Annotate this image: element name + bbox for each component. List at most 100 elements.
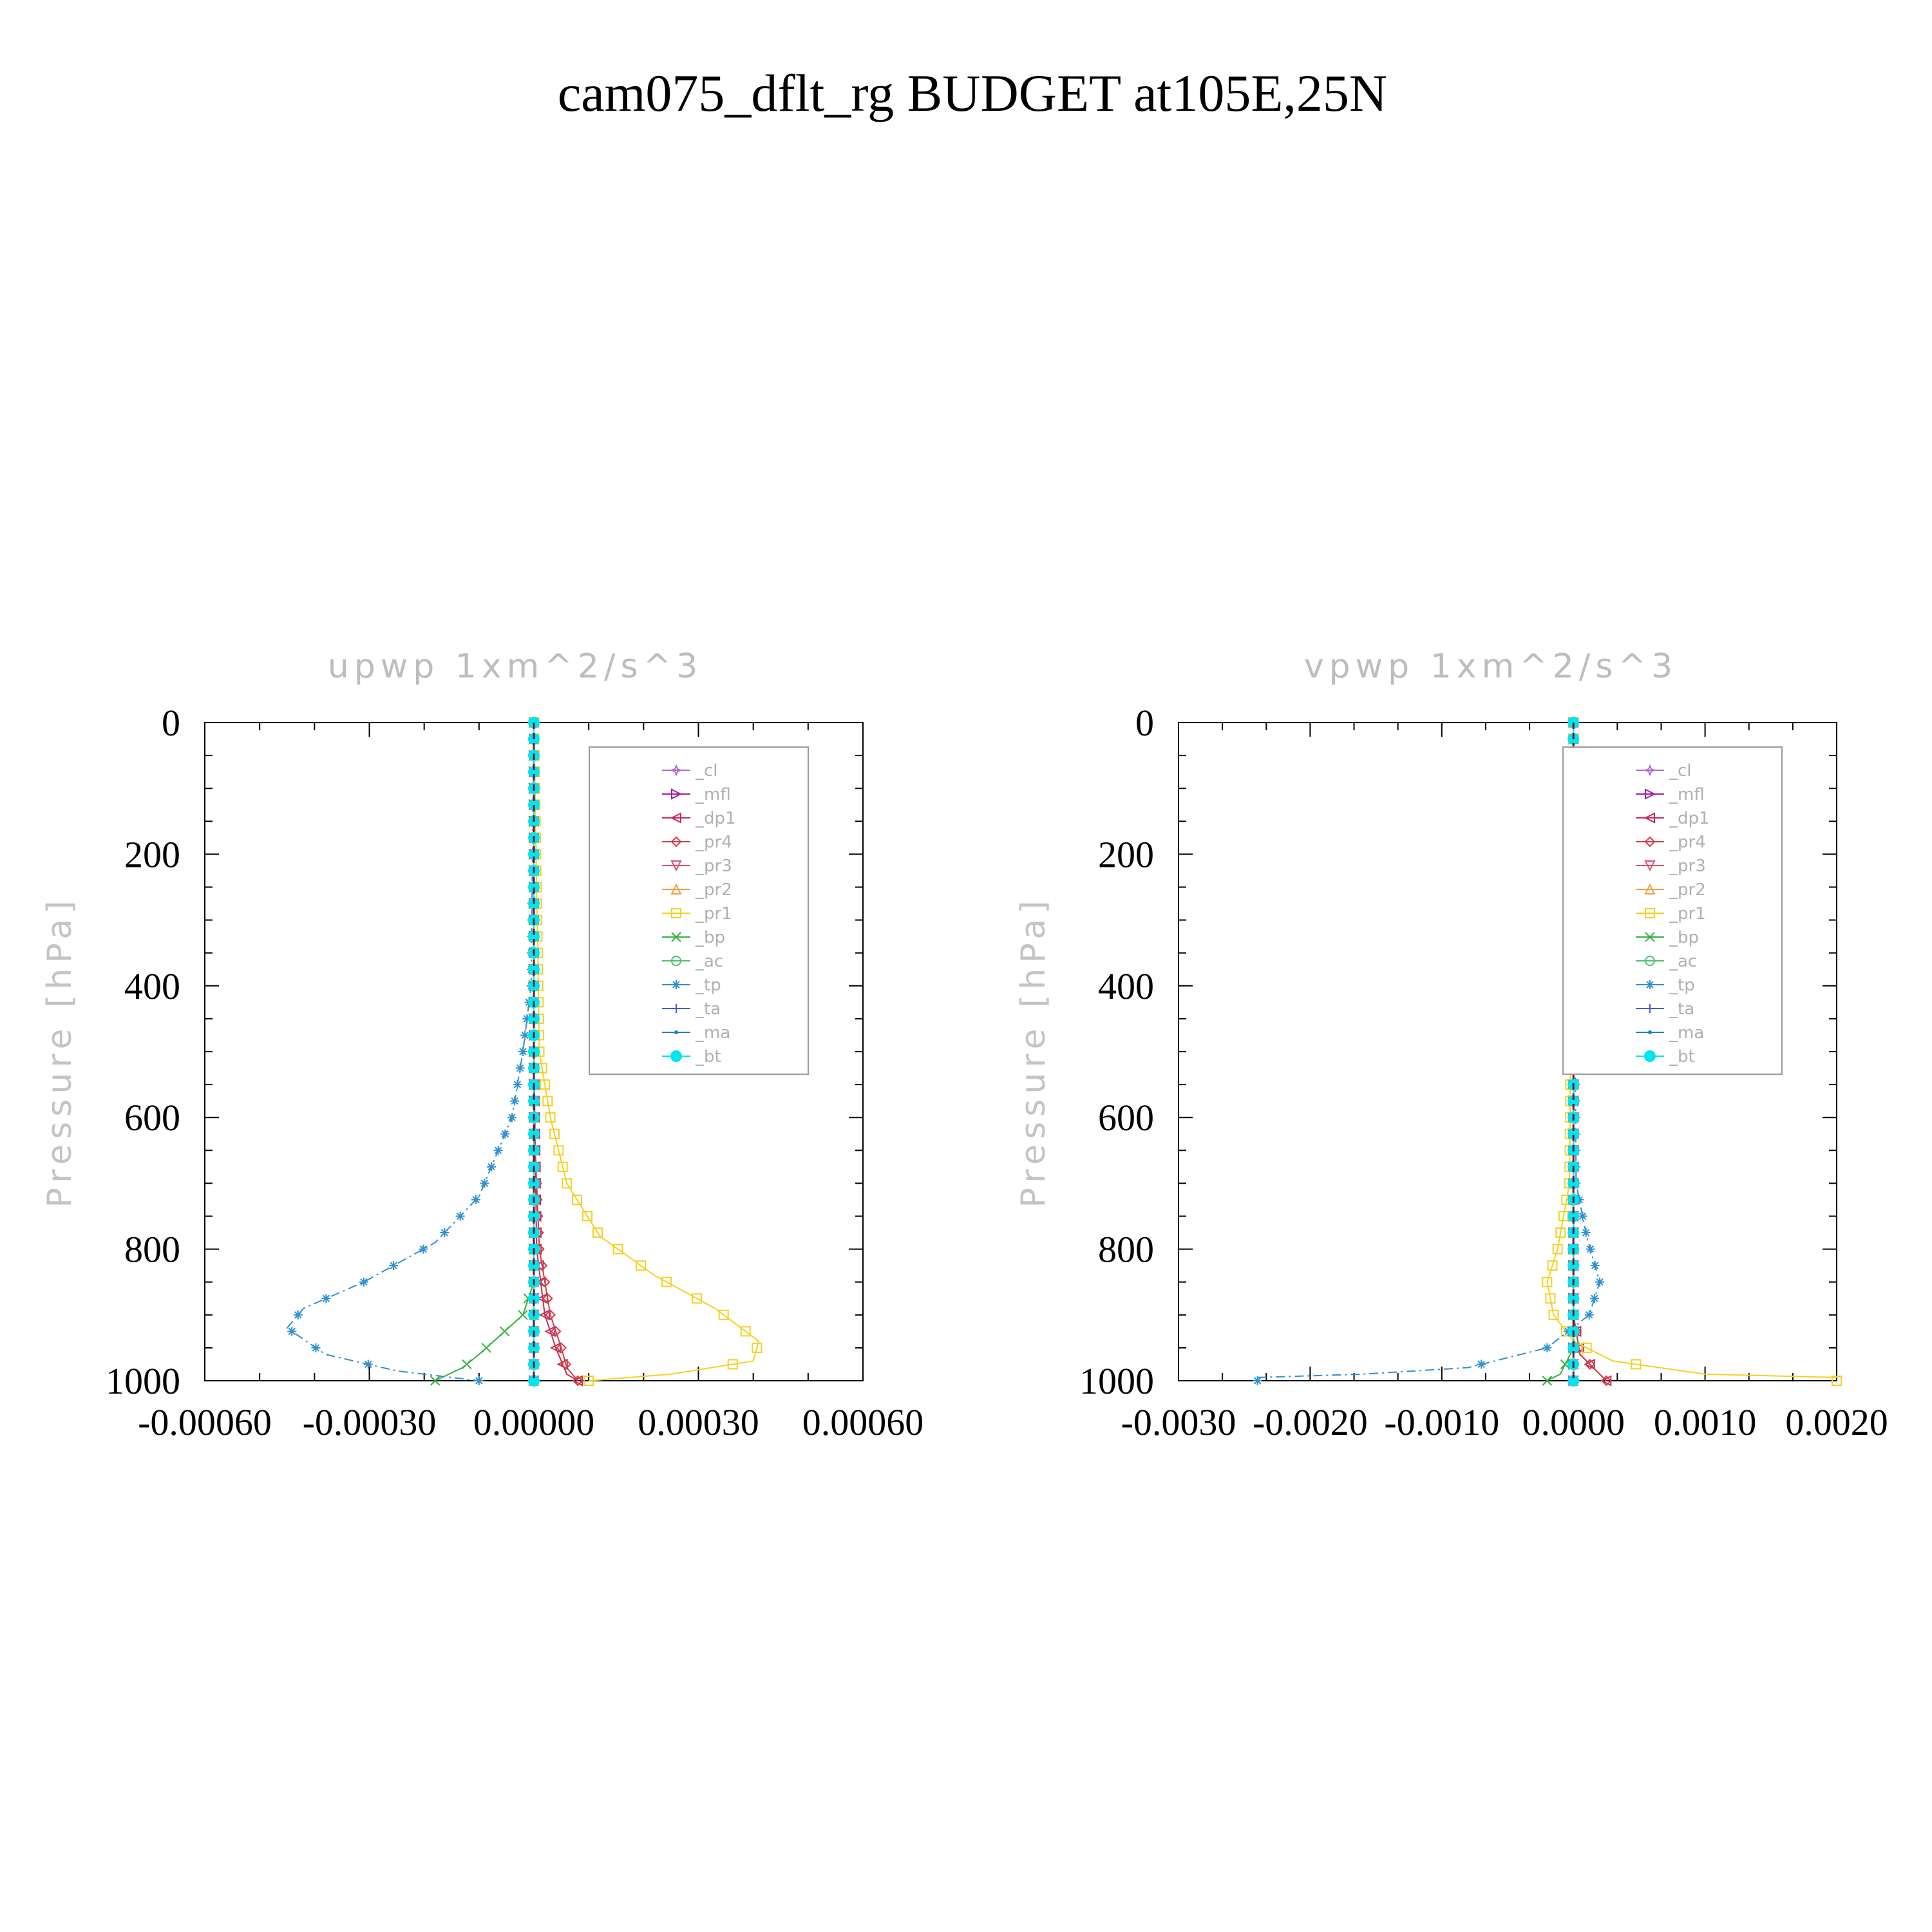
- data-point: [522, 1014, 532, 1023]
- y-tick-label: 400: [1098, 965, 1154, 1007]
- data-point: [553, 1145, 564, 1156]
- series-tp: [286, 718, 538, 1385]
- legend-item: _ac: [1636, 952, 1697, 971]
- legend-label: _cl: [1669, 761, 1692, 781]
- series-line: [286, 722, 535, 1381]
- legend-item: _cl: [662, 761, 718, 781]
- data-point: [540, 1079, 551, 1090]
- legend-label: _pr3: [1669, 857, 1706, 876]
- data-point: [1567, 1095, 1580, 1107]
- series-line: [1546, 722, 1837, 1378]
- data-point: [1548, 1309, 1559, 1320]
- legend-item: _ta: [1636, 999, 1694, 1019]
- legend: _cl _mfl _dp1 _pr4 _pr3 _pr2 _pr1 _bp _ac _tp _ta _…: [1562, 746, 1783, 1075]
- legend-marker: [1643, 764, 1656, 777]
- legend-item: _mfl: [662, 785, 731, 804]
- data-point: [455, 1211, 465, 1221]
- upwp-panel: upwp 1xm^2/s^3 Pressure [hPa] 0 200 400 600 80…: [41, 647, 923, 1443]
- legend-label: _dp1: [695, 809, 736, 828]
- x-tick-label: 0.00060: [802, 1401, 924, 1443]
- x-tick-label: 0.0020: [1785, 1401, 1888, 1443]
- legend-item: _mfl: [1636, 785, 1705, 804]
- data-point: [471, 1195, 480, 1204]
- data-point: [542, 1095, 553, 1106]
- y-tick-label: 1000: [106, 1360, 180, 1402]
- data-point: [1600, 1375, 1612, 1387]
- data-point: [528, 1210, 540, 1222]
- legend-item: _dp1: [662, 809, 736, 828]
- legend-item: _pr4: [662, 833, 732, 852]
- data-point: [528, 848, 540, 860]
- legend-item: _dp1: [1636, 809, 1710, 828]
- data-point: [1555, 1227, 1566, 1238]
- legend-marker: [1644, 860, 1656, 872]
- legend-marker: [1644, 883, 1656, 895]
- legend-item: _tp: [662, 976, 721, 995]
- y-tick-label: 1000: [1079, 1360, 1154, 1402]
- legend-box: [1562, 746, 1783, 1075]
- legend-label: _pr2: [1669, 880, 1706, 900]
- data-point: [1545, 1293, 1556, 1304]
- legend-marker: [1645, 956, 1655, 966]
- data-point: [528, 1341, 540, 1354]
- data-point: [528, 1177, 540, 1189]
- legend-item: _tp: [1636, 976, 1695, 995]
- data-point: [718, 1309, 729, 1320]
- data-point: [528, 766, 540, 778]
- data-point: [461, 1359, 472, 1370]
- legend-box: [589, 746, 809, 1075]
- data-point: [1547, 1260, 1558, 1271]
- data-point: [636, 1260, 647, 1271]
- legend-item: _bp: [662, 928, 725, 947]
- data-point: [528, 1012, 540, 1025]
- data-point: [1542, 1376, 1553, 1386]
- data-point: [419, 1244, 428, 1254]
- legend-marker: [670, 812, 681, 824]
- data-point: [528, 799, 540, 811]
- y-ticks: [1179, 722, 1837, 1381]
- data-point: [545, 1112, 556, 1123]
- legend-label: _ma: [1669, 1023, 1704, 1043]
- legend-marker: [1645, 980, 1654, 989]
- data-point: [493, 1146, 503, 1155]
- series-line: [533, 722, 760, 1381]
- legend-marker: [671, 932, 681, 942]
- data-point: [1832, 1376, 1842, 1386]
- y-tick-label: 600: [1098, 1097, 1154, 1139]
- x-tick-label: 0.00000: [473, 1401, 595, 1443]
- data-point: [1595, 1277, 1605, 1287]
- data-point: [440, 1228, 450, 1238]
- x-tick-label: -0.00030: [303, 1401, 437, 1443]
- data-point: [740, 1326, 751, 1337]
- data-point: [544, 1325, 556, 1337]
- data-point: [583, 1376, 594, 1386]
- legend-label: _pr3: [695, 857, 732, 876]
- data-point: [528, 1128, 540, 1140]
- data-point: [500, 1129, 510, 1139]
- data-point: [474, 1376, 484, 1385]
- data-point: [518, 1047, 527, 1056]
- y-tick-label: 400: [124, 965, 180, 1007]
- data-point: [1575, 1195, 1584, 1204]
- data-point: [528, 1375, 540, 1387]
- data-point: [1542, 1276, 1553, 1287]
- legend-label: _dp1: [1669, 809, 1710, 828]
- y-tick-label: 600: [124, 1097, 180, 1139]
- legend-marker: [1648, 1030, 1652, 1034]
- legend-label: _tp: [1669, 976, 1695, 995]
- data-point: [612, 1244, 623, 1255]
- y-tick-label: 200: [124, 833, 180, 875]
- legend-marker: [670, 1050, 682, 1062]
- legend-item: _ac: [662, 952, 723, 971]
- data-point: [1542, 1343, 1552, 1352]
- legend-marker: [1645, 908, 1655, 918]
- legend-marker: [1645, 788, 1656, 800]
- data-point: [752, 1342, 762, 1353]
- data-point: [1584, 1359, 1596, 1370]
- data-point: [556, 1358, 568, 1370]
- data-point: [499, 1326, 510, 1337]
- legend-item: _pr2: [1636, 880, 1706, 900]
- data-point: [486, 1162, 496, 1171]
- data-point: [691, 1293, 702, 1304]
